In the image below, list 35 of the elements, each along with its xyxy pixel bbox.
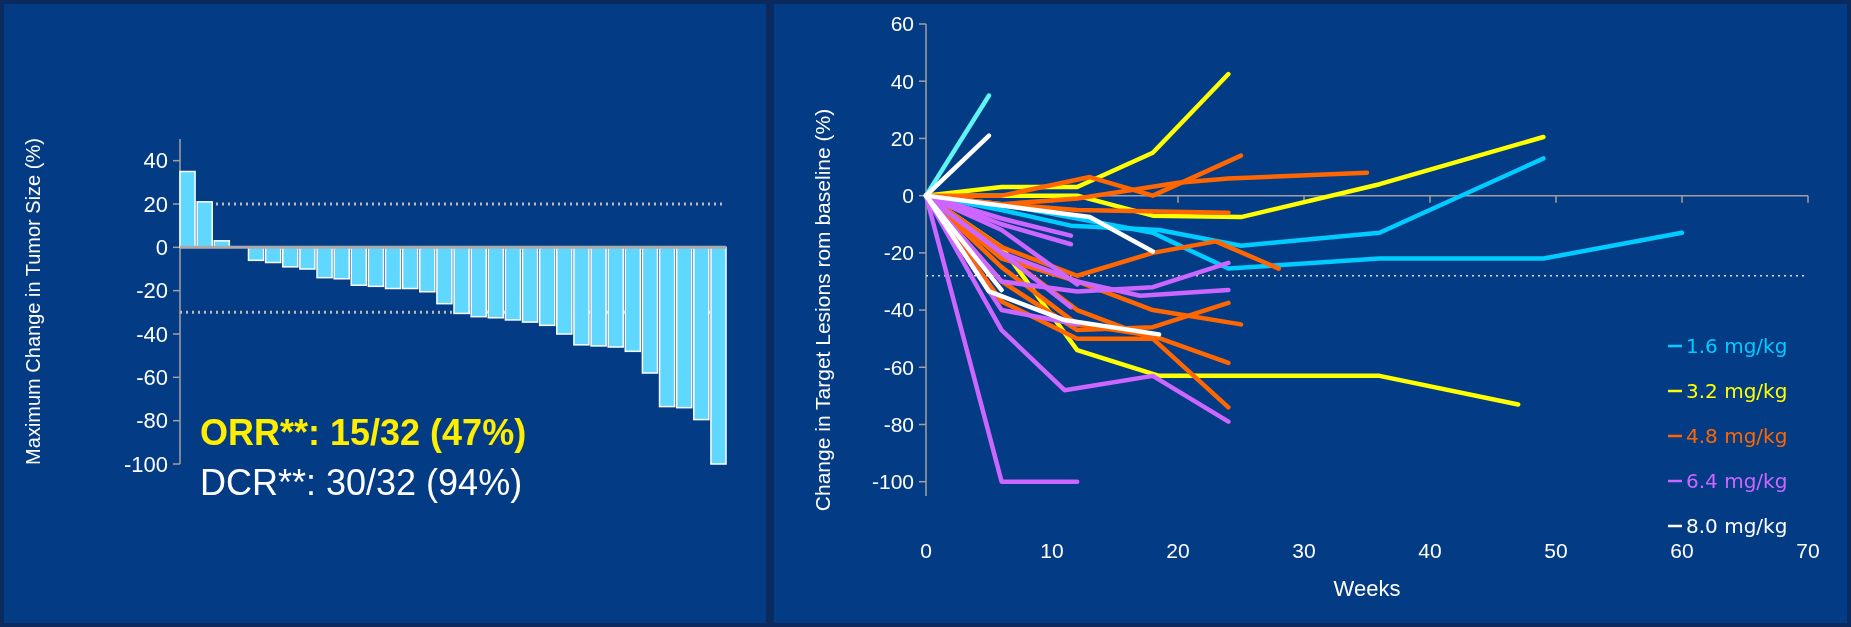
- y-tick-label: 20: [890, 126, 914, 150]
- y-tick-label: 20: [143, 191, 168, 217]
- legend-label: 1.6 mg/kg: [1686, 334, 1788, 358]
- annotation: DCR**: 30/32 (94%): [200, 462, 523, 503]
- legend-label: 6.4 mg/kg: [1686, 469, 1788, 493]
- y-tick-label: 60: [890, 12, 914, 36]
- y-tick-label: -100: [123, 451, 168, 477]
- y-tick-label: 40: [143, 148, 168, 174]
- y-tick-label: -60: [883, 355, 914, 379]
- y-axis-title: Change in Target Lesions rom baseline (%): [811, 108, 834, 512]
- y-tick-label: 0: [155, 235, 168, 261]
- x-tick-label: 50: [1544, 539, 1568, 562]
- y-axis-title: Maximum Change in Tumor Size (%): [22, 138, 44, 465]
- y-tick-label: -20: [883, 241, 914, 265]
- y-tick-label: -100: [871, 470, 914, 494]
- x-tick-label: 10: [1040, 539, 1064, 562]
- y-tick-label: -40: [136, 321, 168, 347]
- y-tick-label: -40: [883, 298, 914, 322]
- x-tick-label: 20: [1166, 539, 1190, 562]
- x-axis-title: Weeks: [1333, 576, 1401, 601]
- x-tick-label: 70: [1796, 539, 1820, 562]
- legend-label: 3.2 mg/kg: [1686, 379, 1788, 403]
- y-tick-label: -80: [136, 408, 168, 434]
- x-tick-label: 30: [1292, 539, 1316, 562]
- y-tick-label: -20: [136, 278, 168, 304]
- x-tick-label: 0: [920, 539, 932, 562]
- x-tick-label: 60: [1670, 539, 1694, 562]
- y-tick-label: 0: [902, 183, 914, 207]
- y-tick-label: -60: [136, 365, 168, 391]
- legend-label: 8.0 mg/kg: [1686, 514, 1788, 538]
- annotation: ORR**: 15/32 (47%): [200, 412, 527, 453]
- x-tick-label: 40: [1418, 539, 1442, 562]
- legend-label: 4.8 mg/kg: [1686, 424, 1788, 448]
- y-tick-label: -80: [883, 412, 914, 436]
- y-tick-label: 40: [890, 69, 914, 93]
